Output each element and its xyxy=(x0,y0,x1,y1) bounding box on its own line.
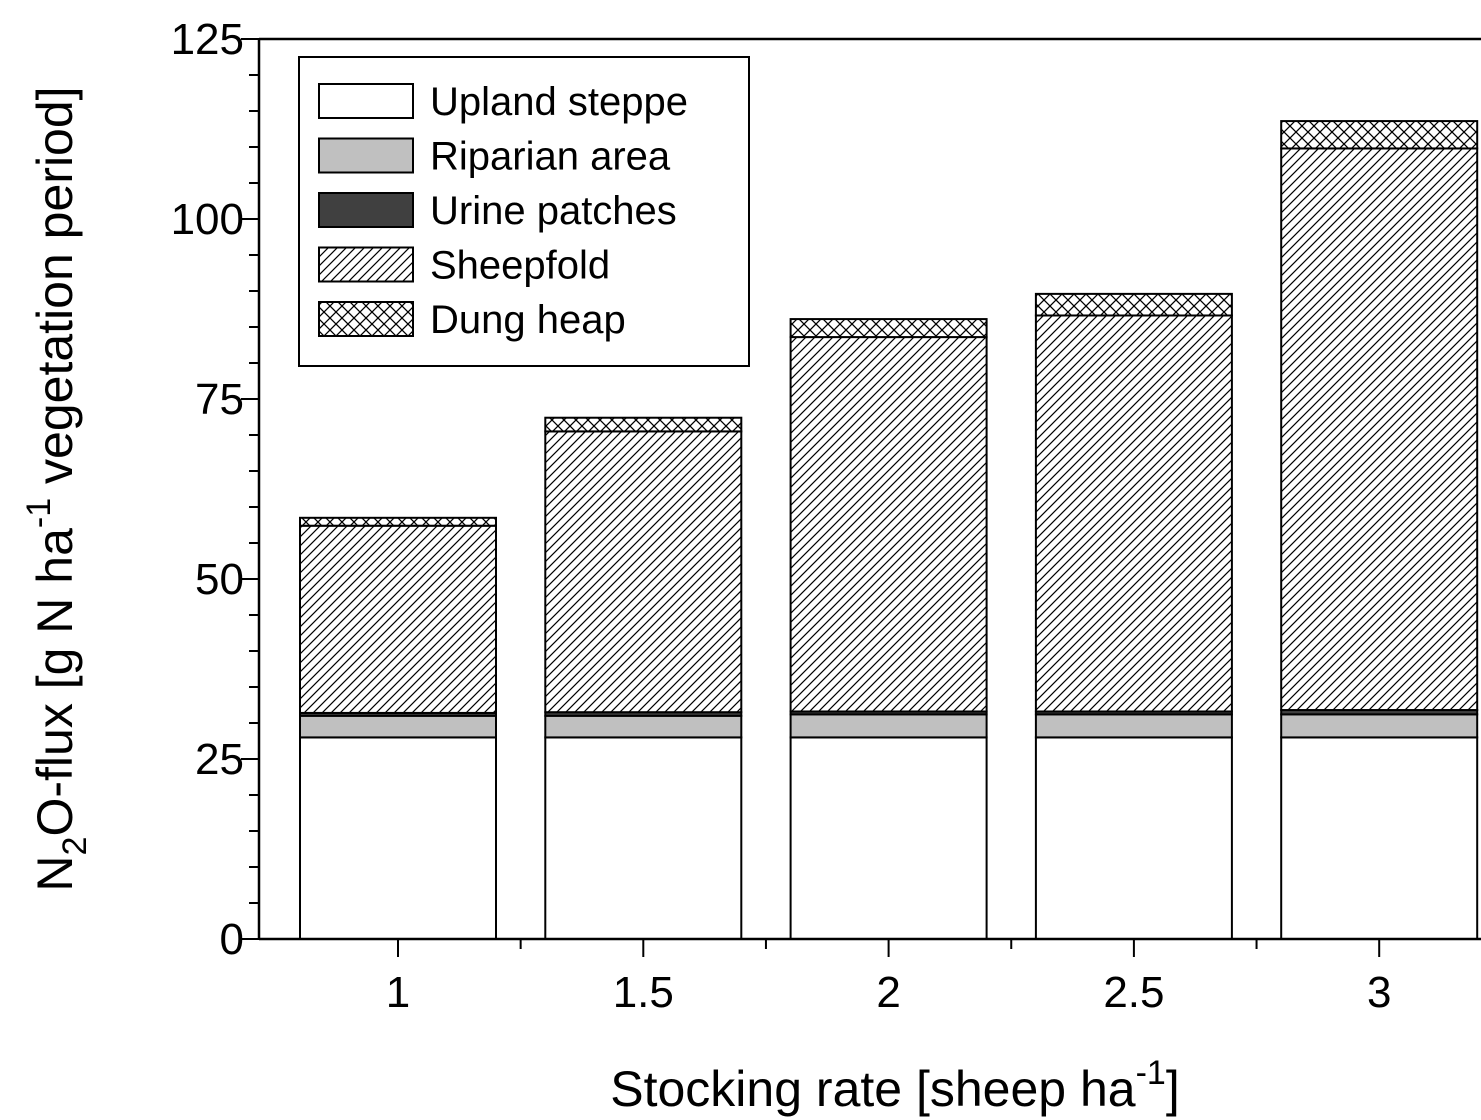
bar-dung-heap-2-5 xyxy=(1034,292,1233,317)
bar-riparian-area-2 xyxy=(789,713,988,739)
x-tick-label: 2.5 xyxy=(1103,968,1164,1017)
y-tick-label: 50 xyxy=(195,555,244,604)
legend-label-sheepfold: Sheepfold xyxy=(430,244,610,288)
bar-riparian-area-2-5 xyxy=(1034,713,1233,739)
bar-dung-heap-1-5 xyxy=(544,416,743,433)
bar-upland-steppe-1-5 xyxy=(544,736,743,941)
bar-riparian-area-1 xyxy=(299,714,497,739)
y-tick-label: 75 xyxy=(195,375,244,424)
legend-label-riparian-area: Riparian area xyxy=(430,135,671,179)
legend-swatch-riparian-area xyxy=(318,137,414,174)
bar-upland-steppe-2 xyxy=(789,736,988,941)
y-tick-label: 125 xyxy=(171,15,244,64)
bar-sheepfold-2-5 xyxy=(1034,314,1233,713)
bar-riparian-area-3 xyxy=(1280,713,1479,739)
bars-layer xyxy=(299,120,1479,941)
bar-upland-steppe-3 xyxy=(1280,736,1479,941)
bar-sheepfold-2 xyxy=(789,336,988,713)
bar-upland-steppe-2-5 xyxy=(1034,736,1233,941)
y-axis-ticks: 0 25 50 75 100 125 xyxy=(171,15,259,964)
legend-swatch-dung-heap xyxy=(318,301,414,337)
legend-label-urine-patches: Urine patches xyxy=(430,189,677,233)
legend-swatch-upland-steppe xyxy=(318,83,414,119)
x-tick-label: 1.5 xyxy=(613,968,674,1017)
legend: Upland steppe Riparian area Urine patches S… xyxy=(298,56,750,367)
bar-upland-steppe-1 xyxy=(299,736,497,941)
bar-sheepfold-1 xyxy=(299,524,497,714)
x-axis-title: Stocking rate [sheep ha-1] xyxy=(610,1054,1179,1117)
bar-sheepfold-1-5 xyxy=(544,430,743,714)
legend-swatch-sheepfold xyxy=(318,246,414,283)
y-tick-label: 0 xyxy=(220,915,244,964)
bar-dung-heap-1 xyxy=(299,516,497,527)
x-axis-ticks: 1 1.5 2 2.5 3 xyxy=(386,939,1391,1017)
x-tick-label: 2 xyxy=(876,968,900,1017)
legend-label-dung-heap: Dung heap xyxy=(430,298,626,342)
legend-swatch-urine-patches xyxy=(318,192,414,228)
y-tick-label: 100 xyxy=(171,195,244,244)
bar-sheepfold-3 xyxy=(1280,147,1479,712)
bar-riparian-area-1-5 xyxy=(544,714,743,739)
x-tick-label: 1 xyxy=(386,968,410,1017)
bar-dung-heap-2 xyxy=(789,318,988,339)
legend-label-upland-steppe: Upland steppe xyxy=(430,80,688,124)
y-tick-label: 25 xyxy=(195,735,244,784)
bar-dung-heap-3 xyxy=(1280,120,1479,150)
y-axis-title: N2O-flux [g N ha-1 vegetation period] xyxy=(20,86,94,891)
x-tick-label: 3 xyxy=(1367,968,1391,1017)
